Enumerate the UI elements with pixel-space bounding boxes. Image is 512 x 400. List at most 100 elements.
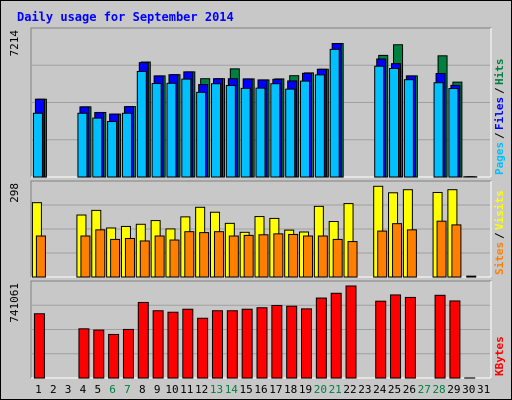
bar-pages-day-21 (329, 48, 340, 178)
legend-separator: / (493, 232, 506, 239)
bar-kbytes-day-11 (182, 308, 194, 379)
bar-kbytes-day-22 (345, 285, 357, 379)
x-tick-label-day-18: 18 (284, 383, 297, 396)
bar-kbytes-day-16 (256, 307, 268, 379)
bar-pages-day-7 (121, 112, 132, 178)
x-tick-label-day-31: 31 (477, 383, 490, 396)
x-tick-label-day-2: 2 (50, 383, 57, 396)
x-tick-label-day-13: 13 (210, 383, 223, 396)
x-tick-label-day-19: 19 (299, 383, 312, 396)
x-tick-label-day-14: 14 (225, 383, 239, 396)
bar-sites-day-21 (332, 238, 343, 278)
bar-sites-day-10 (169, 239, 180, 278)
bar-sites-day-29 (451, 224, 462, 278)
bar-kbytes-day-28 (434, 294, 446, 379)
bar-sites-day-12 (199, 232, 210, 278)
x-tick-label-day-9: 9 (154, 383, 161, 396)
chart-title: Daily usage for September 2014 (17, 10, 234, 24)
x-tick-label-day-6: 6 (109, 383, 116, 396)
bar-sites-day-7 (124, 237, 135, 278)
legend-pages: Pages (493, 142, 506, 175)
bar-pages-day-10 (166, 82, 177, 178)
bar-sites-day-14 (228, 235, 239, 278)
bar-pages-day-18 (285, 88, 296, 178)
x-tick-label-day-17: 17 (269, 383, 282, 396)
x-tick-label-day-16: 16 (254, 383, 267, 396)
bar-sites-day-18 (288, 233, 299, 278)
x-tick-label-day-15: 15 (240, 383, 253, 396)
bar-kbytes-day-5 (93, 329, 105, 379)
legend-files: Files (493, 97, 506, 130)
bar-kbytes-day-26 (404, 296, 416, 379)
bar-sites-day-6 (110, 238, 121, 278)
bar-pages-day-26 (403, 79, 414, 178)
bar-kbytes-day-1 (33, 313, 45, 379)
x-tick-label-day-10: 10 (165, 383, 178, 396)
bar-pages-day-1 (32, 112, 43, 178)
bar-kbytes-day-12 (197, 317, 209, 379)
bar-pages-day-28 (433, 82, 444, 178)
bar-pages-day-14 (225, 85, 236, 178)
bar-kbytes-day-14 (226, 310, 238, 379)
bar-pages-day-25 (389, 67, 400, 178)
legend-separator: / (493, 132, 506, 139)
bar-pages-day-19 (300, 80, 311, 178)
y-max-label-hits: 7214 (8, 30, 21, 57)
bar-pages-day-17 (270, 83, 281, 178)
legend-separator: / (493, 87, 506, 94)
bar-sites-day-25 (392, 223, 403, 278)
bar-kbytes-day-19 (301, 308, 313, 379)
x-tick-label-day-30: 30 (462, 383, 475, 396)
x-tick-label-day-23: 23 (358, 383, 371, 396)
bar-kbytes-day-29 (449, 300, 461, 379)
x-tick-label-day-20: 20 (314, 383, 327, 396)
legend-kbytes: KBytes (493, 336, 506, 376)
bar-pages-day-8 (136, 70, 147, 178)
bar-sites-day-5 (95, 229, 106, 278)
bar-pages-day-9 (151, 83, 162, 178)
bar-sites-day-28 (436, 220, 447, 278)
bar-kbytes-day-4 (78, 328, 90, 379)
bar-pages-day-4 (77, 112, 88, 178)
x-tick-label-day-7: 7 (124, 383, 131, 396)
bar-sites-day-8 (139, 240, 150, 278)
x-tick-label-day-28: 28 (432, 383, 445, 396)
x-tick-label-day-24: 24 (373, 383, 387, 396)
bar-kbytes-day-10 (167, 311, 179, 379)
x-tick-label-day-22: 22 (343, 383, 356, 396)
bar-sites-day-30 (466, 275, 477, 278)
bar-kbytes-day-15 (241, 308, 253, 379)
bar-pages-day-24 (374, 65, 385, 178)
bar-pages-day-13 (210, 83, 221, 178)
bar-kbytes-day-20 (315, 297, 327, 379)
bar-kbytes-day-24 (375, 300, 387, 379)
bar-kbytes-day-9 (152, 310, 164, 379)
legend-hits: Hits (493, 59, 506, 86)
legend-visits: Visits (493, 190, 506, 230)
bar-sites-day-13 (213, 231, 224, 278)
bar-kbytes-day-18 (286, 305, 298, 379)
x-tick-label-day-12: 12 (195, 383, 208, 396)
x-tick-label-day-21: 21 (329, 383, 342, 396)
bar-sites-day-11 (184, 231, 195, 278)
bar-sites-day-16 (258, 234, 269, 278)
x-tick-label-day-29: 29 (447, 383, 460, 396)
bar-kbytes-day-13 (211, 310, 223, 379)
bar-pages-day-12 (196, 91, 207, 178)
bar-sites-day-22 (347, 241, 358, 278)
bar-kbytes-day-6 (108, 333, 120, 379)
x-tick-label-day-8: 8 (139, 383, 146, 396)
bar-kbytes-day-8 (137, 301, 149, 379)
bar-pages-day-11 (181, 78, 192, 178)
x-tick-label-day-5: 5 (94, 383, 101, 396)
y-max-label-visits: 298 (8, 183, 21, 203)
bar-kbytes-day-25 (390, 294, 402, 379)
bar-sites-day-17 (273, 233, 284, 278)
x-tick-label-day-25: 25 (388, 383, 401, 396)
bar-sites-day-24 (377, 230, 388, 278)
bar-sites-day-20 (317, 235, 328, 278)
bar-sites-day-15 (243, 234, 254, 278)
